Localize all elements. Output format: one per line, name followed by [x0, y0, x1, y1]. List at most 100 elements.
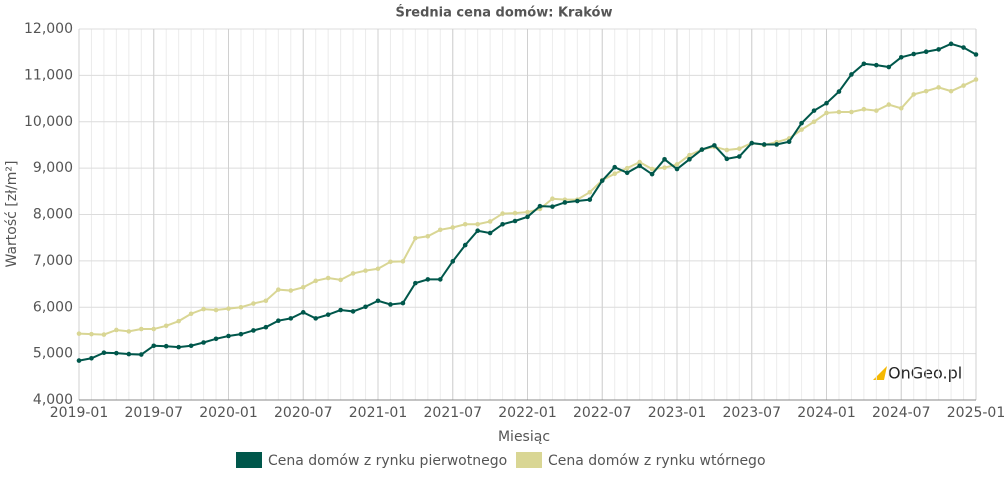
point [786, 139, 792, 144]
y-tick-label: 11,000 [24, 67, 73, 83]
point [674, 162, 680, 167]
point [649, 166, 655, 172]
point [114, 350, 119, 356]
watermark: OnGeo.pl [888, 364, 962, 383]
point [550, 196, 555, 202]
point [163, 343, 169, 349]
point [138, 352, 144, 357]
point [861, 106, 867, 112]
point [923, 88, 929, 94]
y-tick-label: 9,000 [33, 160, 73, 176]
point [687, 157, 692, 162]
point [637, 163, 642, 169]
point [213, 336, 219, 342]
point [936, 85, 941, 90]
point [375, 298, 381, 304]
point [263, 298, 269, 304]
point [325, 275, 331, 281]
point [824, 110, 829, 116]
point [612, 171, 618, 176]
point [450, 225, 456, 230]
point [537, 203, 543, 209]
x-axis-label: Miesiąc [498, 429, 550, 445]
point [811, 119, 817, 125]
point [736, 154, 742, 159]
point [437, 277, 443, 282]
point [400, 259, 406, 264]
point [749, 140, 755, 146]
point [811, 108, 817, 113]
point [437, 227, 443, 233]
point [961, 83, 966, 88]
point [238, 331, 244, 337]
point [126, 329, 132, 334]
point [487, 230, 493, 236]
point [824, 100, 829, 106]
point [313, 278, 319, 284]
point [624, 170, 630, 176]
point [911, 92, 917, 97]
x-tick-label: 2024-01 [797, 405, 856, 421]
point [662, 157, 667, 162]
point [649, 171, 655, 177]
point [637, 159, 642, 165]
point [89, 355, 94, 361]
point [886, 102, 892, 107]
point [874, 108, 879, 113]
point [114, 327, 119, 333]
x-tick-label: 2022-01 [498, 405, 557, 421]
point [101, 350, 107, 355]
point [973, 77, 979, 82]
point [911, 51, 917, 57]
point [388, 259, 393, 265]
point [961, 45, 966, 50]
point [425, 233, 431, 239]
x-tick-label: 2019-01 [50, 405, 109, 421]
point [475, 228, 480, 234]
point [724, 147, 730, 153]
point [201, 340, 206, 345]
point [936, 47, 941, 52]
point [388, 302, 393, 307]
point [350, 271, 356, 276]
x-tick-label: 2023-01 [648, 405, 707, 421]
point [126, 351, 132, 357]
point [874, 62, 879, 68]
point [300, 310, 306, 315]
point [525, 214, 530, 220]
point [849, 72, 854, 77]
point [712, 143, 717, 148]
chart-title: Średnia cena domów: Kraków [396, 5, 613, 21]
point [89, 331, 94, 337]
point [375, 266, 381, 272]
point [861, 61, 867, 67]
point [948, 88, 954, 94]
point [413, 280, 418, 286]
x-tick-label: 2021-07 [424, 405, 483, 421]
point [948, 41, 954, 47]
point [338, 277, 343, 283]
point [973, 52, 979, 57]
point [76, 331, 82, 336]
point [687, 152, 692, 158]
point [188, 311, 194, 317]
x-tick-label: 2019-07 [125, 405, 184, 421]
point [512, 218, 518, 224]
point [276, 287, 281, 292]
legend-label: Cena domów z rynku pierwotnego [268, 453, 507, 469]
point [151, 343, 157, 349]
point [500, 221, 505, 227]
point [76, 358, 82, 363]
point [313, 316, 319, 321]
point [325, 312, 331, 317]
point [923, 49, 929, 55]
point [724, 156, 730, 162]
point [226, 306, 231, 311]
point [587, 197, 593, 202]
point [849, 109, 854, 115]
y-tick-label: 6,000 [33, 299, 73, 315]
point [363, 268, 368, 273]
point [599, 178, 605, 183]
point [575, 198, 580, 204]
